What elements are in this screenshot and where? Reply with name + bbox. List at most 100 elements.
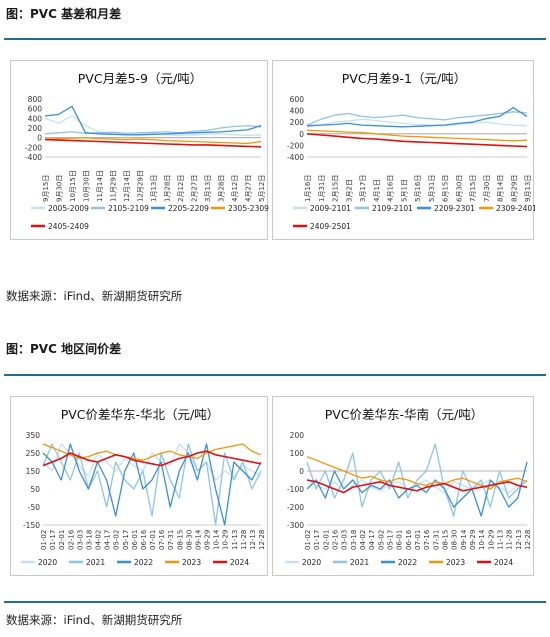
x-tick-label: 11月14日 [96,170,104,202]
x-tick-label: 04-17 [368,530,376,550]
y-tick-label: 50 [30,485,40,494]
x-tick-label: 2月15日 [332,175,340,202]
legend-label: 2023 [446,558,465,567]
legend-label: 2005-2009 [48,204,89,213]
x-tick-label: 12月14日 [123,170,131,202]
series-line-2409-2501 [306,133,528,148]
y-tick-label: 0 [37,134,42,143]
x-tick-label: 4月12日 [231,175,239,202]
series-line-2023 [306,455,528,490]
x-tick-label: 12-13 [515,530,523,550]
x-tick-label: 1月16日 [304,175,312,202]
x-tick-label: 6月30日 [455,175,463,202]
figure2-title: 图：PVC 地区间价差 [6,342,122,356]
x-tick-label: 05-17 [387,530,395,550]
x-tick-label: 02-16 [332,529,340,550]
x-tick-label: 07-16 [423,529,431,550]
figure2-source: 数据来源：iFind、新湖期货研究所 [6,613,183,627]
series-line-2309-2401 [306,129,528,142]
y-tick-label: 150 [26,467,41,476]
x-tick-label: 5月31日 [428,175,436,202]
x-tick-label: 8月29日 [510,175,518,202]
x-tick-label: 5月1日 [400,179,408,202]
x-tick-label: 06-16 [140,529,148,550]
x-tick-label: 05-17 [122,530,130,550]
x-tick-label: 3月17日 [359,175,367,202]
x-tick-label: 03-03 [76,530,84,550]
x-tick-label: 12月29日 [137,170,145,202]
y-tick-label: 200 [290,118,305,127]
chart-title: PVC月差5-9（元/吨） [78,71,202,86]
figure1-divider [4,38,546,40]
x-tick-label: 11-13 [497,530,505,550]
y-tick-label: 100 [290,449,305,458]
y-tick-label: -300 [287,521,304,530]
x-tick-label: 02-16 [67,529,75,550]
x-tick-label: 3月2日 [345,179,353,202]
x-tick-label: 4月16日 [387,175,395,202]
legend-label: 2024 [494,558,513,567]
x-tick-label: 11-13 [231,530,239,550]
x-tick-label: 10月30日 [83,170,91,202]
chart-title: PVC价差华东-华南（元/吨） [325,407,484,422]
series-line-2109-2101 [306,111,528,126]
x-tick-label: 01-02 [40,530,48,550]
figure1-title: 图：PVC 基差和月差 [6,7,122,21]
legend-label: 2020 [38,558,57,567]
x-tick-label: 1月31日 [318,175,326,202]
x-tick-label: 11-28 [506,530,514,550]
x-tick-label: 4月1日 [373,179,381,202]
legend-label: 2021 [86,558,105,567]
legend-label: 2205-2209 [168,204,209,213]
x-tick-label: 11月29日 [110,170,118,202]
legend-label: 2405-2409 [48,222,89,231]
legend-label: 2022 [134,558,153,567]
x-tick-label: 10-29 [487,530,495,550]
series-line-2021 [306,443,528,517]
x-tick-label: 10-29 [222,530,230,550]
x-tick-label: 09-29 [204,530,212,550]
y-tick-label: 350 [26,431,41,440]
series-line-2024 [306,479,528,494]
x-tick-label: 03-18 [350,530,358,550]
x-tick-label: 9月13日 [524,175,532,202]
figure1-source: 数据来源：iFind、新湖期货研究所 [6,289,183,303]
x-tick-label: 2月12日 [177,175,185,202]
y-tick-label: -50 [28,503,40,512]
x-tick-label: 07-31 [432,530,440,550]
chart-panel-spread-5-9: PVC月差5-9（元/吨） 800 600 400 200 0 -200 -400 9月15日 9… [10,60,269,240]
chart-title: PVC月差9-1（元/吨） [342,71,466,86]
x-tick-label: 08-15 [442,530,450,550]
legend-label: 2309-2401 [496,204,535,213]
y-tick-label: 800 [28,95,43,104]
x-tick-label: 2月27日 [191,175,199,202]
y-tick-label: 600 [28,105,43,114]
x-tick-label: 08-15 [176,530,184,550]
x-tick-label: 1月13日 [150,175,158,202]
series-line-2024 [42,450,262,467]
y-tick-label: -400 [25,153,42,162]
legend-label: 2020 [302,558,321,567]
x-tick-label: 04-17 [104,530,112,550]
y-tick-label: 250 [26,449,41,458]
series-line-2105-2109 [44,124,262,135]
x-tick-label: 09-14 [460,529,468,550]
y-tick-label: -200 [25,143,42,152]
x-tick-label: 05-02 [113,530,121,550]
x-tick-label: 06-01 [396,530,404,550]
x-tick-label: 03-03 [341,530,349,550]
y-tick-label: 400 [290,107,305,116]
y-tick-label: -100 [287,485,304,494]
x-tick-label: 06-01 [131,530,139,550]
series-line-2020 [42,443,262,481]
legend-label: 2305-2309 [228,204,269,213]
y-tick-label: -150 [23,521,40,530]
y-tick-label: -200 [287,141,304,150]
x-tick-label: 10-14 [213,529,221,550]
legend-label: 2409-2501 [310,222,351,231]
x-tick-label: 01-02 [304,530,312,550]
x-tick-label: 1月28日 [164,175,172,202]
series-line-2209-2301 [306,107,528,128]
y-tick-label: 0 [299,130,304,139]
